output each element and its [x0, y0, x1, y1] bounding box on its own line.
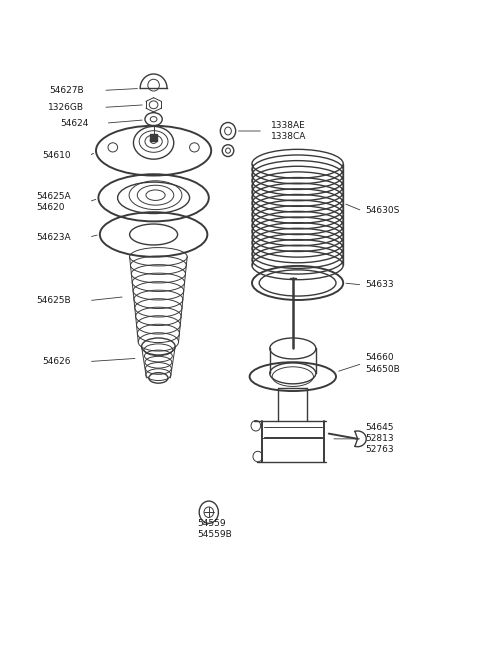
Text: 54626: 54626	[43, 357, 71, 366]
Text: 54624: 54624	[60, 119, 89, 128]
Text: 54645
52813
52763: 54645 52813 52763	[365, 423, 394, 455]
Text: 1326GB: 1326GB	[48, 103, 84, 112]
Text: 54633: 54633	[365, 280, 394, 290]
Text: 54625B: 54625B	[36, 296, 71, 305]
Text: 54623A: 54623A	[36, 233, 71, 242]
Text: 54610: 54610	[42, 151, 71, 160]
Text: 54625A
54620: 54625A 54620	[36, 192, 71, 212]
Text: 54559
54559B: 54559 54559B	[197, 519, 232, 539]
Polygon shape	[150, 134, 157, 141]
Text: 54630S: 54630S	[365, 206, 399, 215]
Text: 1338AE
1338CA: 1338AE 1338CA	[271, 121, 307, 141]
Text: 54627B: 54627B	[49, 86, 84, 95]
Text: 54660
54650B: 54660 54650B	[365, 354, 399, 373]
